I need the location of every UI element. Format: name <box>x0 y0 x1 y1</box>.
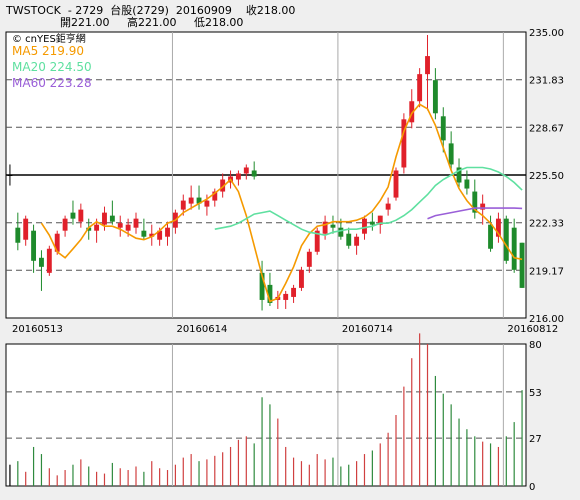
quote-header-line-1: TWSTOCK - 2729 台股(2729) 20160909 收218.00 <box>6 4 296 17</box>
candle-body <box>377 215 383 225</box>
candle-body <box>472 191 478 213</box>
candle-body <box>188 197 194 204</box>
x-tick-label: 20160714 <box>342 324 393 335</box>
brand-label: © cnYES鉅亨網 <box>12 32 86 45</box>
candle-body <box>291 287 297 297</box>
candle-body <box>180 200 186 210</box>
candle-body <box>133 218 139 228</box>
volume-panel <box>5 343 527 487</box>
candle-body <box>196 197 202 204</box>
candle-body <box>306 251 312 267</box>
candle-body <box>54 233 60 252</box>
candle-body <box>141 230 147 237</box>
candle-body <box>23 218 29 240</box>
candle-body <box>78 209 84 222</box>
candle-body <box>86 227 92 231</box>
candle-body <box>322 221 328 234</box>
candle-body <box>385 203 391 210</box>
candle-body <box>235 173 241 180</box>
candle-body <box>393 170 399 198</box>
candle-body <box>511 227 517 270</box>
x-tick-label: 20160812 <box>507 324 558 335</box>
candle-body <box>401 119 407 168</box>
ma5-legend: MA5 219.90 <box>12 44 84 58</box>
candle-body <box>519 242 525 288</box>
x-tick-label: 20160513 <box>12 324 63 335</box>
candle-body <box>117 223 123 228</box>
volume-y-tick-label: 27 <box>529 434 542 445</box>
candle-body <box>70 212 76 219</box>
candle-body <box>425 56 430 75</box>
candle-body <box>157 230 163 240</box>
candle-body <box>267 284 273 303</box>
ma20-legend: MA20 224.50 <box>12 60 92 74</box>
candle-body <box>204 200 210 207</box>
candle-body <box>464 179 470 189</box>
x-tick-label: 20160614 <box>176 324 227 335</box>
candle-body <box>338 227 344 237</box>
price-y-tick-label: 228.67 <box>529 123 564 134</box>
candle-body <box>62 218 68 231</box>
candle-body <box>39 257 44 267</box>
candle-body <box>46 248 52 273</box>
candle-body <box>495 218 501 237</box>
candle-body <box>488 224 493 249</box>
candle-body <box>7 175 13 176</box>
volume-y-tick-label: 0 <box>529 482 535 493</box>
ma60-legend: MA60 223.28 <box>12 76 92 90</box>
candle-body <box>369 221 375 225</box>
candle-body <box>448 143 454 165</box>
candle-body <box>212 191 218 201</box>
price-y-tick-label: 225.50 <box>529 171 564 182</box>
candle-body <box>259 272 265 300</box>
quote-header-line-2: 開221.00 高221.00 低218.00 <box>60 16 244 29</box>
candle-body <box>15 227 21 243</box>
ma20-line <box>214 166 523 237</box>
candle-body <box>432 80 438 114</box>
candle-body <box>94 224 100 231</box>
volume-y-tick-label: 53 <box>529 388 542 399</box>
candle-body <box>417 74 423 102</box>
candle-body <box>109 215 115 222</box>
candle-body <box>31 230 37 261</box>
candle-body <box>283 293 289 300</box>
candle-body <box>314 230 320 252</box>
candle-body <box>440 116 446 141</box>
candle-body <box>251 170 257 177</box>
candle-body <box>409 101 415 123</box>
price-y-tick-label: 235.00 <box>529 28 564 39</box>
ma5-line <box>40 103 523 303</box>
candle-body <box>503 218 509 261</box>
candle-body <box>354 236 360 246</box>
candle-body <box>165 227 170 237</box>
ma60-line <box>427 207 523 220</box>
price-y-tick-label: 222.33 <box>529 219 564 230</box>
price-y-tick-label: 216.00 <box>529 314 564 325</box>
candle-body <box>149 233 155 237</box>
candle-body <box>346 233 352 246</box>
volume-y-tick-label: 80 <box>529 340 542 351</box>
candle-body <box>102 212 107 225</box>
candle-body <box>125 224 131 231</box>
candle-body <box>362 218 367 234</box>
candle-body <box>456 167 462 183</box>
price-y-tick-label: 219.17 <box>529 266 564 277</box>
candle-body <box>243 167 249 174</box>
price-y-tick-label: 231.83 <box>529 76 564 87</box>
candle-body <box>220 179 226 192</box>
candle-body <box>480 203 486 210</box>
candle-body <box>299 269 304 288</box>
candle-body <box>330 224 336 228</box>
